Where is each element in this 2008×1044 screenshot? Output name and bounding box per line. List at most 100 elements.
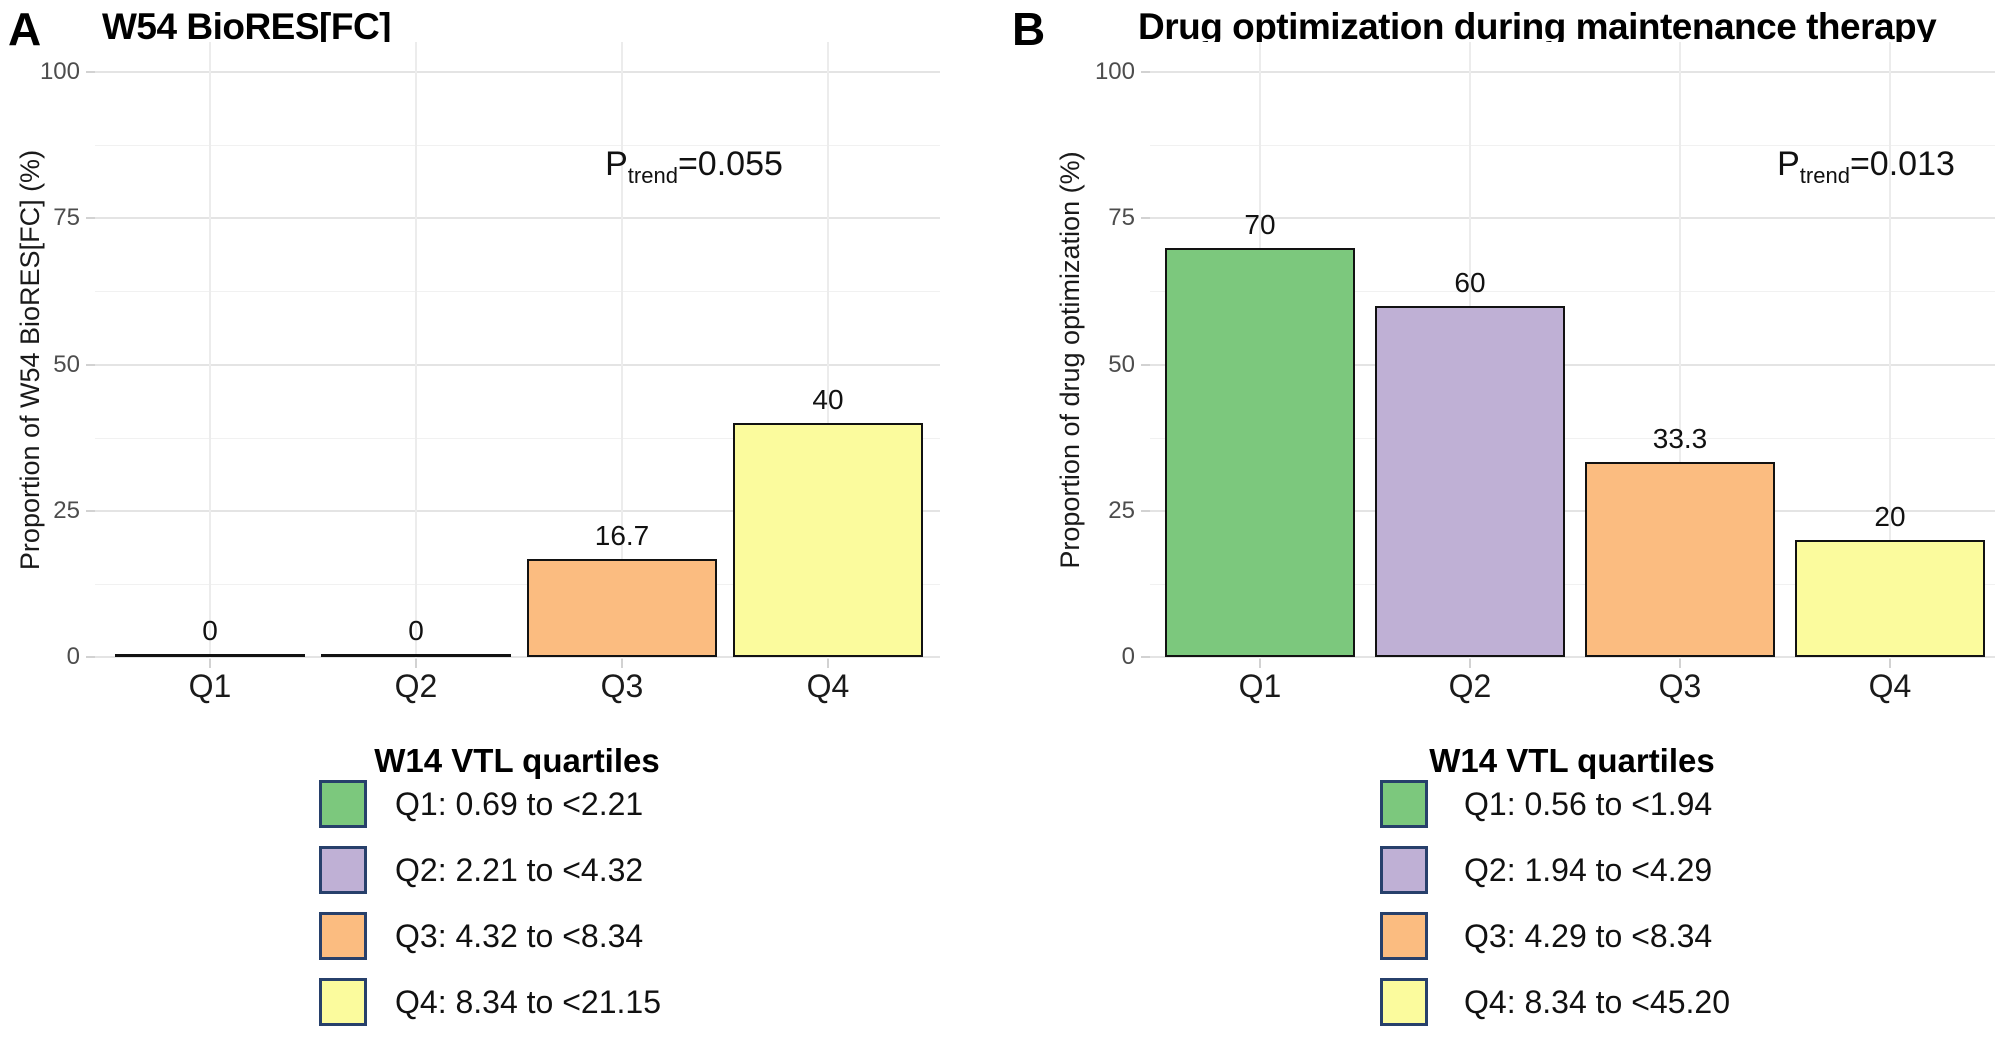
- panel-a-plot-area: 0 25 50 75 100 0 0 16.7 40 Q1 Q2 Q3 Q4: [40, 42, 940, 704]
- bar-q3: [527, 559, 717, 657]
- y-tick-mark: [1141, 71, 1150, 73]
- bar-value-label: 40: [812, 384, 844, 415]
- bar-value-label: 60: [1454, 267, 1486, 298]
- vertical-gridline: [827, 42, 829, 660]
- vertical-gridline: [1679, 42, 1681, 660]
- x-tick-label-q4: Q4: [1868, 668, 1912, 704]
- bar-value-label: 20: [1874, 501, 1906, 532]
- legend-item: Q3: 4.32 to <8.34: [319, 912, 661, 960]
- legend-label: Q3: 4.29 to <8.34: [1464, 917, 1713, 954]
- x-tick-mark: [1679, 659, 1681, 668]
- bar-value-label: 0: [408, 615, 424, 646]
- p-prefix: P: [605, 145, 628, 183]
- x-tick-mark: [827, 659, 829, 668]
- legend-swatch: [319, 780, 367, 828]
- legend-label: Q3: 4.32 to <8.34: [395, 917, 644, 954]
- y-tick-mark: [1141, 509, 1150, 512]
- y-tick-mark: [1141, 656, 1150, 658]
- y-tick-label: 25: [53, 496, 80, 524]
- panel-b-legend: Q1: 0.56 to <1.94 Q2: 1.94 to <4.29 Q3: 4.…: [1380, 780, 1730, 1044]
- panel-a-title: W54 BioRES[FC]: [102, 6, 392, 47]
- panel-b: B Drug optimization during maintenance t…: [1004, 0, 2008, 1028]
- bar-value-label: 16.7: [594, 520, 650, 552]
- major-gridline: [95, 71, 940, 73]
- legend-label: Q1: 0.69 to <2.21: [395, 785, 644, 822]
- vertical-gridline: [415, 42, 417, 660]
- panel-b-plot-area: 0 25 50 75 100 70 60 33.3 20 Q1 Q2 Q3 Q4: [1095, 42, 1995, 704]
- bar-q4: [733, 423, 923, 657]
- minor-gridline: [1150, 291, 1995, 293]
- y-tick-mark: [86, 656, 95, 658]
- legend-swatch: [319, 846, 367, 894]
- x-tick-mark: [415, 659, 417, 668]
- minor-gridline: [1150, 437, 1995, 439]
- major-gridline: [95, 217, 940, 220]
- legend-item: Q4: 8.34 to <21.15: [319, 978, 661, 1026]
- x-tick-label-q1: Q1: [188, 668, 232, 704]
- x-tick-label-q1: Q1: [1238, 668, 1282, 704]
- legend-item: Q1: 0.56 to <1.94: [1380, 780, 1730, 828]
- x-tick-label-q3: Q3: [1658, 668, 1702, 704]
- y-tick-mark: [1141, 217, 1150, 220]
- x-tick-mark: [209, 659, 211, 668]
- bar-value-label: 70: [1244, 208, 1276, 240]
- bar-value-label: 0: [202, 615, 218, 646]
- y-tick-label: 25: [1108, 496, 1135, 524]
- bar-q3: [1585, 462, 1775, 657]
- legend-item: Q3: 4.29 to <8.34: [1380, 912, 1730, 960]
- major-gridline: [1150, 509, 1995, 512]
- legend-label: Q1: 0.56 to <1.94: [1464, 785, 1713, 822]
- legend-swatch: [1380, 780, 1428, 828]
- minor-gridline: [1150, 145, 1995, 147]
- vertical-gridline: [621, 42, 623, 660]
- panel-a: A W54 BioRES[FC] Proportion of W54 BioRE…: [0, 0, 1004, 1028]
- legend-swatch: [1380, 978, 1428, 1026]
- legend-item: Q1: 0.69 to <2.21: [319, 780, 661, 828]
- bar-q4: [1795, 540, 1985, 657]
- y-tick-label: 50: [1108, 350, 1135, 378]
- panel-a-letter: A: [8, 3, 42, 55]
- panel-b-title: Drug optimization during maintenance the…: [1138, 6, 1937, 47]
- bar-value-label: 33.3: [1652, 423, 1708, 455]
- y-tick-label: 100: [39, 58, 80, 85]
- legend-swatch: [319, 978, 367, 1026]
- major-gridline: [1150, 71, 1995, 73]
- bar-q2: [1375, 306, 1565, 657]
- major-gridline: [1150, 656, 1995, 658]
- minor-gridline: [95, 145, 940, 147]
- x-tick-mark: [621, 659, 623, 668]
- panel-a-legend: Q1: 0.69 to <2.21 Q2: 2.21 to <4.32 Q3: 4.…: [319, 780, 661, 1044]
- p-prefix: P: [1777, 145, 1800, 183]
- panel-a-x-axis-title: W14 VTL quartiles: [374, 742, 660, 779]
- legend-swatch: [1380, 912, 1428, 960]
- panel-a-p-trend-annotation: Ptrend=0.055: [605, 145, 783, 186]
- y-tick-label: 75: [1108, 204, 1135, 232]
- legend-label: Q4: 8.34 to <21.15: [395, 983, 661, 1020]
- vertical-gridline: [209, 42, 211, 660]
- legend-item: Q2: 2.21 to <4.32: [319, 846, 661, 894]
- y-tick-label: 0: [66, 643, 80, 670]
- vertical-gridline: [1889, 42, 1891, 660]
- p-subscript: trend: [1799, 162, 1850, 188]
- y-tick-mark: [1141, 363, 1150, 366]
- minor-gridline: [95, 437, 940, 439]
- y-tick-mark: [86, 71, 95, 73]
- minor-gridline: [95, 291, 940, 293]
- y-tick-label: 50: [53, 350, 80, 378]
- legend-label: Q2: 2.21 to <4.32: [395, 851, 644, 888]
- x-tick-mark: [1469, 659, 1471, 668]
- panel-b-x-axis-title: W14 VTL quartiles: [1429, 742, 1715, 779]
- x-tick-mark: [1889, 659, 1891, 668]
- panel-b-p-trend-annotation: Ptrend=0.013: [1777, 145, 1955, 186]
- y-tick-mark: [86, 217, 95, 220]
- zero-bar-q1: [115, 654, 305, 657]
- x-tick-label-q2: Q2: [1448, 668, 1492, 704]
- p-value: =0.013: [1849, 145, 1955, 183]
- y-tick-label: 0: [1121, 643, 1135, 670]
- legend-item: Q4: 8.34 to <45.20: [1380, 978, 1730, 1026]
- p-subscript: trend: [627, 162, 678, 188]
- zero-bar-q2: [321, 654, 511, 657]
- y-tick-label: 100: [1094, 58, 1135, 85]
- x-tick-label-q3: Q3: [600, 668, 644, 704]
